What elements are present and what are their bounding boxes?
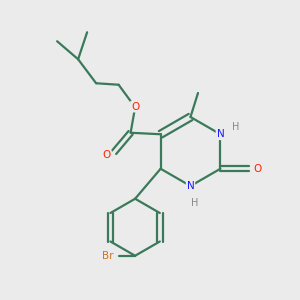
Text: O: O [253, 164, 261, 174]
Text: Br: Br [102, 251, 114, 261]
Text: N: N [187, 181, 194, 191]
Text: O: O [131, 102, 139, 112]
Text: H: H [191, 197, 199, 208]
Text: O: O [103, 150, 111, 160]
Text: N: N [217, 129, 224, 139]
Text: H: H [232, 122, 239, 132]
